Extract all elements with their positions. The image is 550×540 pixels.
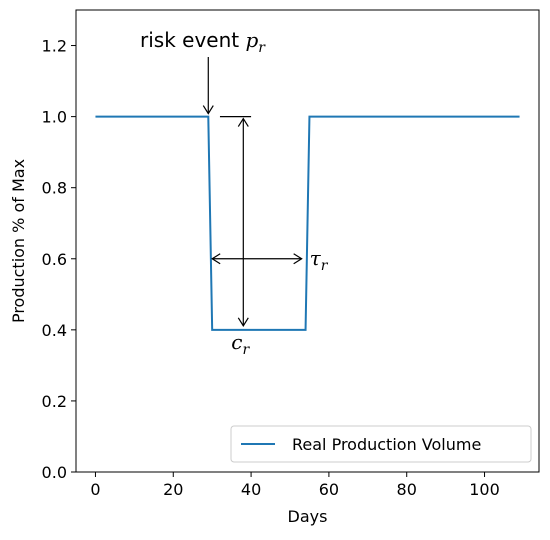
y-axis-title: Production % of Max: [9, 159, 28, 323]
legend-label: Real Production Volume: [292, 435, 481, 454]
x-tick-label: 0: [90, 480, 100, 499]
duration-arrowhead-left: [211, 253, 221, 265]
x-axis-title: Days: [288, 507, 328, 526]
y-axis-ticks: 0.0 0.2 0.4 0.6 0.8 1.0 1.2: [42, 37, 76, 482]
duration-arrowhead-right: [293, 253, 303, 265]
x-tick-label: 40: [241, 480, 261, 499]
series-line: [95, 115, 520, 331]
y-tick-label: 0.0: [42, 463, 67, 482]
duration-label: τr: [310, 246, 329, 274]
plot-border: [75, 9, 540, 473]
y-tick-label: 0.6: [42, 250, 67, 269]
y-tick-label: 1.2: [42, 37, 67, 56]
y-tick-label: 0.8: [42, 179, 67, 198]
x-tick-label: 20: [163, 480, 183, 499]
x-axis-ticks: 0 20 40 60 80 100: [90, 472, 500, 499]
risk-event-label: risk event pr: [140, 28, 266, 56]
capacity-label: cr: [231, 330, 250, 358]
x-tick-label: 80: [397, 480, 417, 499]
annotations-layer: risk event pr cr τr: [140, 28, 329, 358]
plot-frame: [75, 9, 540, 473]
capacity-arrowhead-bottom: [237, 317, 249, 327]
y-tick-label: 1.0: [42, 108, 67, 127]
y-tick-label: 0.4: [42, 321, 67, 340]
y-tick-label: 0.2: [42, 392, 67, 411]
legend: Real Production Volume: [230, 425, 532, 463]
legend-box: [230, 425, 532, 463]
x-tick-label: 100: [469, 480, 500, 499]
x-tick-label: 60: [319, 480, 339, 499]
risk-event-arrowhead: [202, 105, 214, 115]
series-layer: [95, 115, 520, 331]
capacity-arrowhead-top: [237, 117, 249, 127]
